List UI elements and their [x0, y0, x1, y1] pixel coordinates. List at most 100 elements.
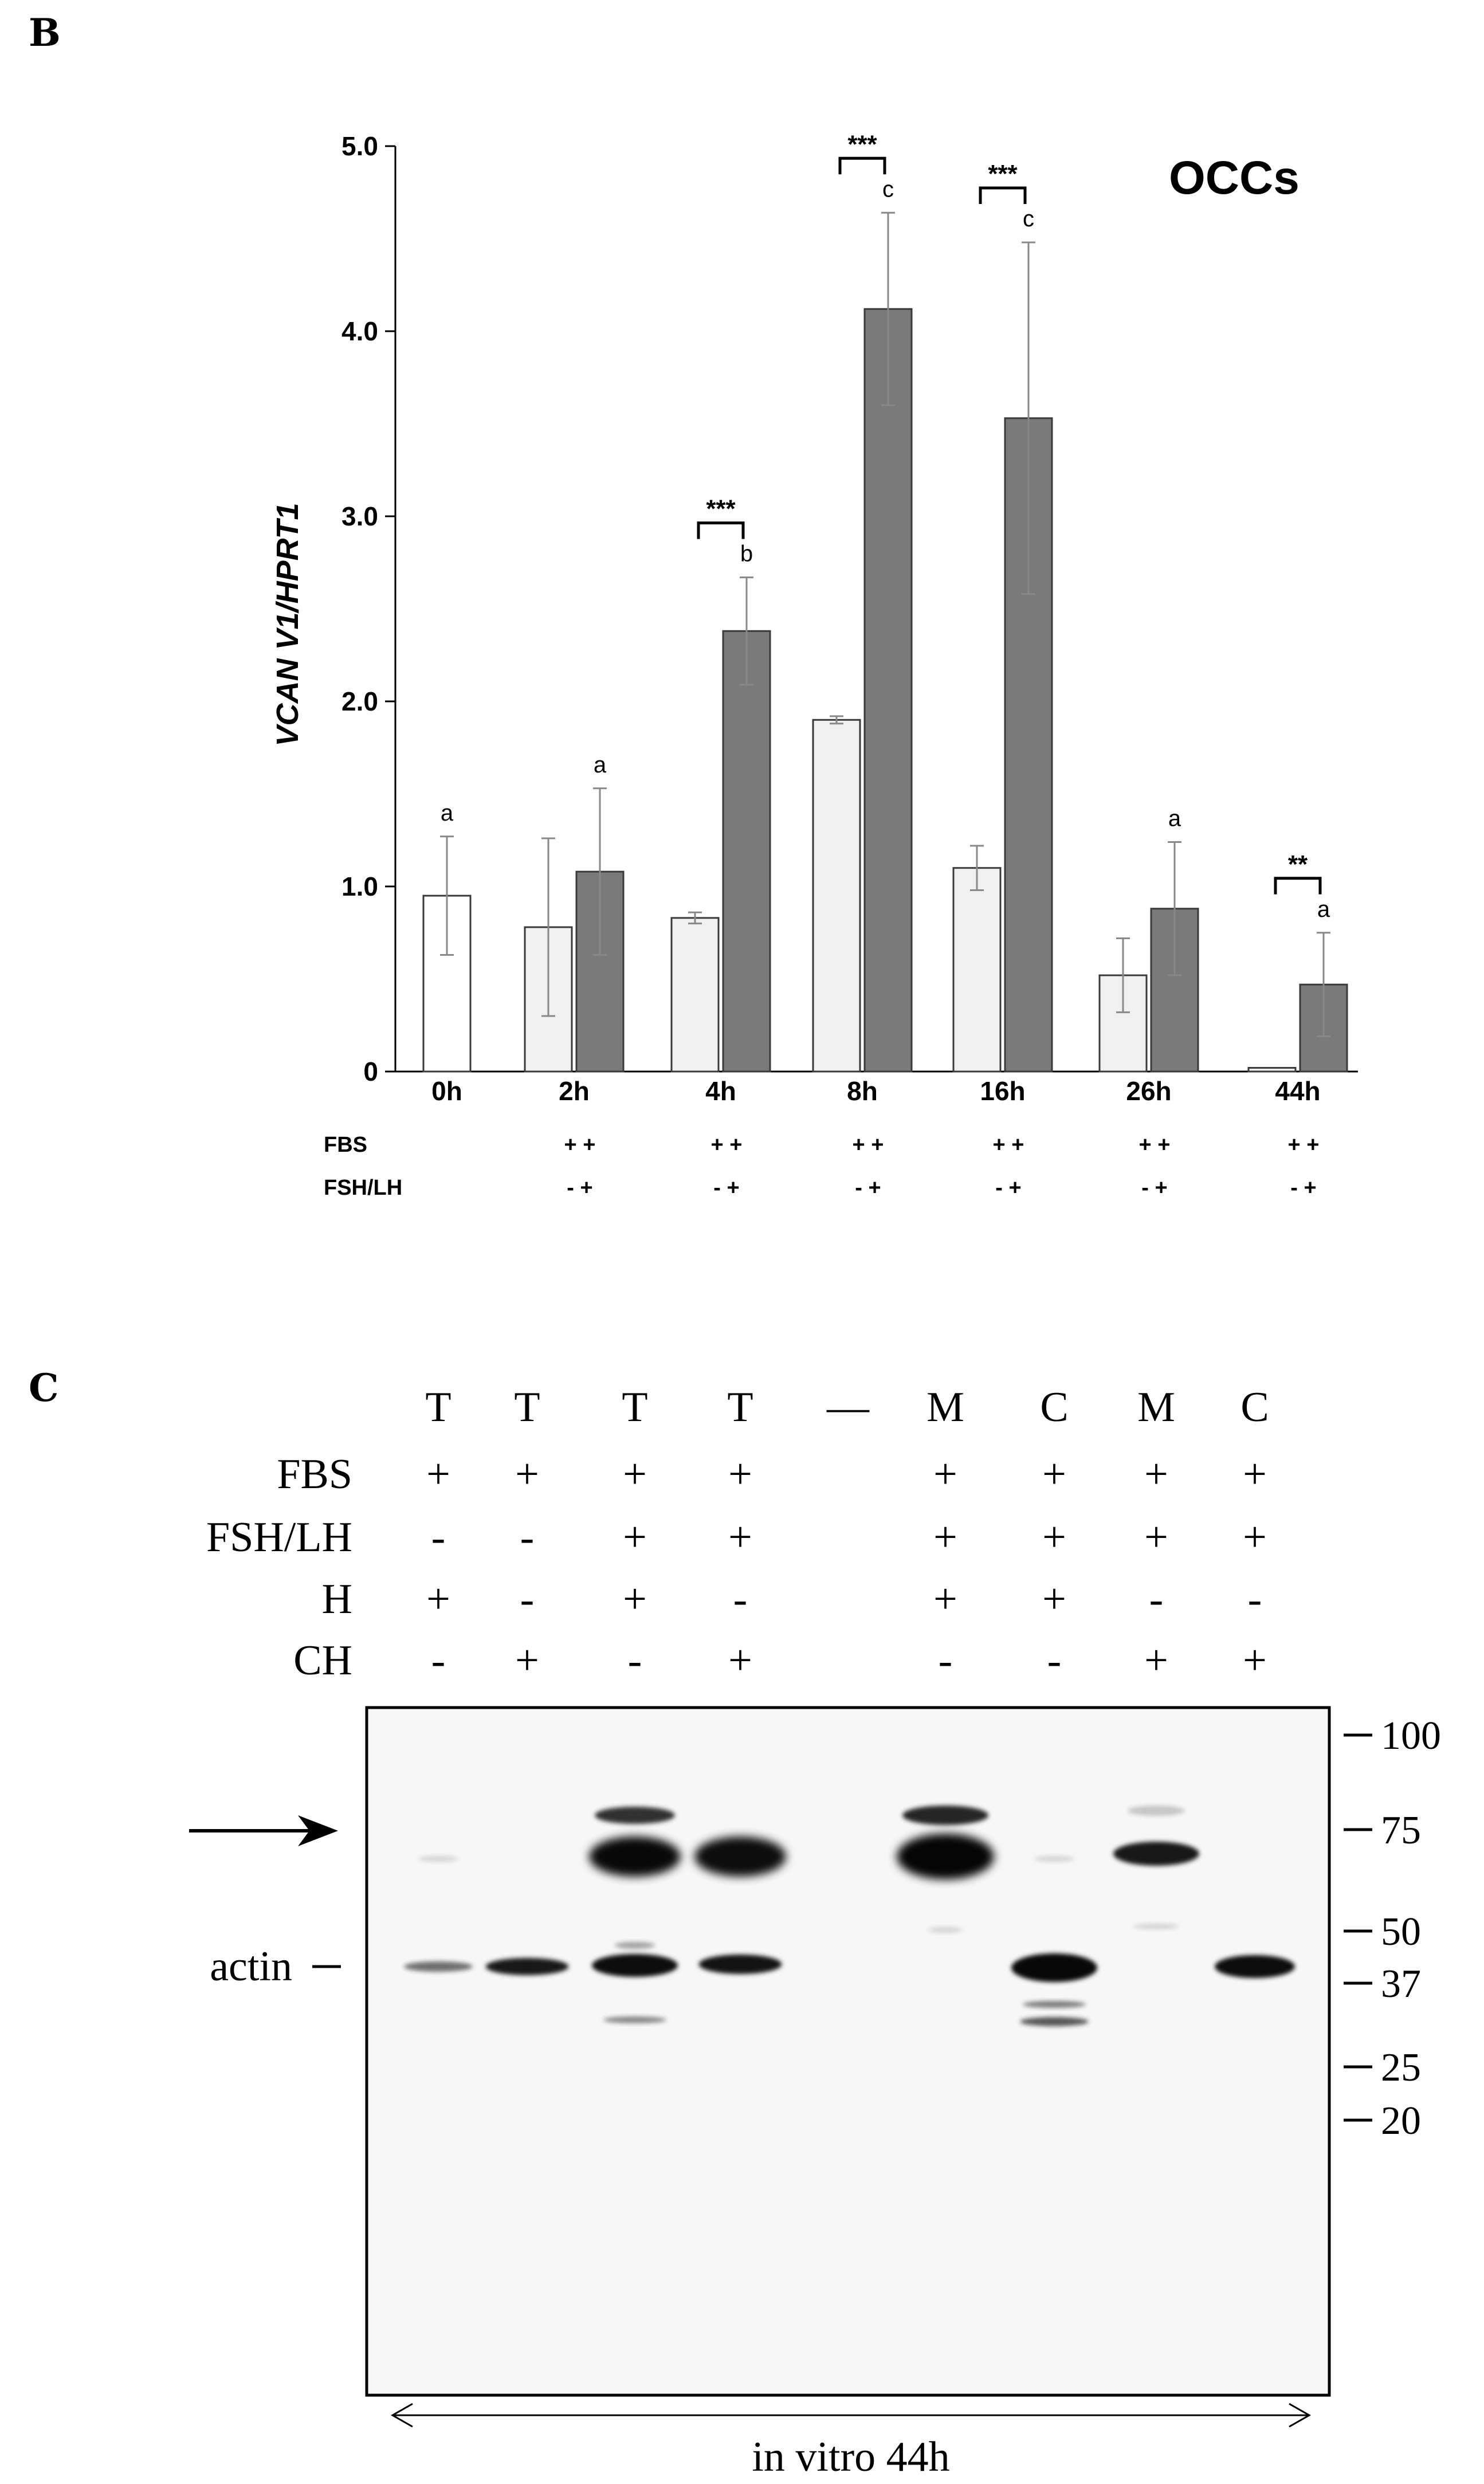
- treatment-value: -: [431, 1637, 446, 1684]
- significance-letter: c: [882, 176, 894, 202]
- treatment-value: -: [520, 1514, 535, 1561]
- marker-label: 50: [1381, 1910, 1421, 1954]
- x-tick-label: 8h: [847, 1076, 878, 1106]
- arrow-icon: [298, 1815, 338, 1846]
- treatment-value: +: [515, 1637, 539, 1684]
- blot-band: [902, 1806, 988, 1825]
- significance-bracket: [1274, 877, 1322, 894]
- condition-value: - +: [855, 1176, 881, 1200]
- molecular-weight-markers: 100 75 50 37 25 20: [1344, 1714, 1441, 2143]
- blot-band: [1011, 1953, 1097, 1982]
- condition-value: - +: [1290, 1176, 1316, 1200]
- lane-label: —: [826, 1384, 870, 1431]
- treatment-label: CH: [293, 1637, 352, 1684]
- y-tick-label: 5.0: [341, 131, 378, 161]
- blot-band: [928, 1927, 963, 1933]
- blot-band: [897, 1834, 994, 1879]
- treatment-value: +: [1042, 1576, 1066, 1623]
- chart-title: OCCs: [1169, 152, 1300, 204]
- significance-stars: **: [1288, 850, 1308, 878]
- blot-band: [595, 1807, 675, 1824]
- significance-bracket: [838, 156, 886, 175]
- footer-arrow-left-icon: [390, 2403, 413, 2428]
- condition-value: - +: [1141, 1176, 1167, 1200]
- treatment-value: +: [1042, 1451, 1066, 1498]
- treatment-value: -: [628, 1637, 642, 1684]
- blot-band: [1215, 1955, 1295, 1978]
- treatment-value: -: [431, 1514, 446, 1561]
- condition-value: + +: [1139, 1133, 1171, 1157]
- blot-band: [603, 2016, 666, 2023]
- blot-header: T T T T — M C M C FBS + + + + + + + + FSH/LH - - + + + + + + H + - + - +…: [206, 1384, 1269, 1684]
- treatment-label: FSH/LH: [206, 1514, 352, 1561]
- treatment-value: +: [1144, 1637, 1168, 1684]
- treatment-value: +: [933, 1451, 957, 1498]
- significance-letter: a: [1317, 897, 1330, 922]
- treatment-value: +: [426, 1451, 450, 1498]
- blot-band: [1023, 2001, 1086, 2008]
- blot-band: [1020, 2017, 1089, 2026]
- marker-label: 20: [1381, 2099, 1421, 2143]
- blot-band: [589, 1836, 681, 1877]
- treatment-value: +: [1243, 1514, 1267, 1561]
- significance-stars: ***: [847, 130, 877, 158]
- treatment-value: -: [1248, 1576, 1262, 1623]
- significance-letter: a: [594, 752, 607, 778]
- condition-value: - +: [995, 1176, 1021, 1200]
- bar: [812, 719, 861, 1073]
- treatment-label: H: [322, 1576, 352, 1623]
- condition-value: - +: [713, 1176, 739, 1200]
- treatment-value: +: [728, 1514, 752, 1561]
- treatment-value: -: [1047, 1637, 1062, 1684]
- significance-stars: ***: [706, 495, 736, 523]
- bar-chart: OCCs VCAN V1/HPRT1 0 1.0 2.0 3.0 4.0 5.0 a a b c…: [270, 130, 1358, 1200]
- marker-label: 25: [1381, 2046, 1421, 2090]
- bar: [670, 917, 720, 1073]
- treatment-value: +: [933, 1514, 957, 1561]
- treatment-value: -: [939, 1637, 953, 1684]
- y-axis-label: VCAN V1/HPRT1: [270, 503, 305, 746]
- blot-band: [404, 1961, 473, 1972]
- treatment-value: +: [1243, 1637, 1267, 1684]
- blot-band: [615, 1942, 655, 1949]
- treatment-value: +: [933, 1576, 957, 1623]
- footer-label: in vitro 44h: [752, 2434, 949, 2481]
- bar: [952, 867, 1002, 1073]
- panel-b-letter: B: [29, 10, 61, 55]
- y-tick-label: 1.0: [341, 872, 378, 901]
- x-tick-label: 2h: [559, 1076, 590, 1106]
- treatment-value: +: [426, 1576, 450, 1623]
- lane-label: T: [727, 1384, 753, 1431]
- treatment-value: +: [623, 1576, 647, 1623]
- western-blot: [365, 1706, 1331, 2397]
- blot-bands: [404, 1806, 1295, 2026]
- significance-letter: a: [1168, 806, 1181, 831]
- blot-band: [1133, 1924, 1179, 1929]
- x-tick-label: 44h: [1275, 1076, 1320, 1106]
- y-tick-label: 4.0: [341, 316, 378, 346]
- significance-letter: c: [1023, 206, 1034, 231]
- condition-value: + +: [1288, 1133, 1320, 1157]
- condition-value: - +: [567, 1176, 592, 1200]
- treatment-value: +: [623, 1514, 647, 1561]
- x-tick-label: 16h: [980, 1076, 1025, 1106]
- treatment-label: FBS: [277, 1451, 352, 1498]
- treatment-value: +: [1042, 1514, 1066, 1561]
- bar: [722, 630, 771, 1073]
- y-ticks: 0 1.0 2.0 3.0 4.0 5.0: [341, 131, 395, 1086]
- treatment-value: +: [728, 1637, 752, 1684]
- blot-band: [592, 1954, 678, 1977]
- bar: [1247, 1067, 1297, 1073]
- lane-label: C: [1240, 1384, 1269, 1431]
- condition-rows: FBS + + + + + + + + + + + + FSH/LH - + - + - + - + -…: [324, 1133, 1319, 1200]
- condition-label: FBS: [324, 1133, 367, 1157]
- marker-label: 100: [1381, 1714, 1441, 1758]
- significance-stars: ***: [988, 160, 1018, 188]
- treatment-value: +: [1144, 1514, 1168, 1561]
- marker-label: 75: [1381, 1808, 1421, 1853]
- blot-band: [694, 1836, 786, 1877]
- condition-value: + +: [853, 1133, 884, 1157]
- condition-value: + +: [564, 1133, 596, 1157]
- footer-arrow-right-icon: [1289, 2403, 1312, 2428]
